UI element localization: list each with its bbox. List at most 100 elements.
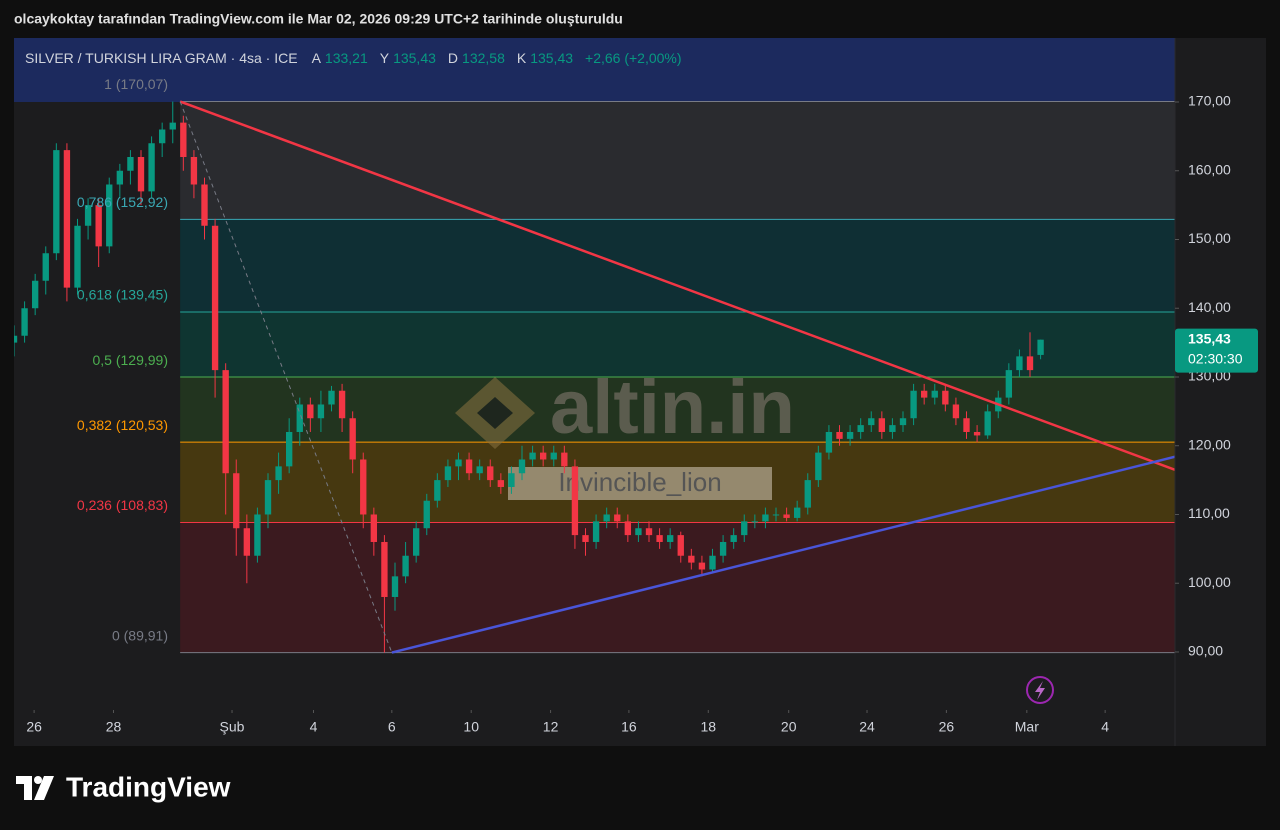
candle-body bbox=[42, 253, 49, 281]
y-tick-label: 100,00 bbox=[1188, 574, 1231, 590]
price-tag-countdown: 02:30:30 bbox=[1188, 350, 1243, 366]
candle-body bbox=[275, 466, 282, 481]
candle-body bbox=[878, 418, 886, 432]
candle-body bbox=[666, 535, 674, 542]
candle-body bbox=[561, 452, 568, 467]
top-band bbox=[14, 38, 1175, 102]
legend-value: 135,43 bbox=[530, 50, 574, 66]
trendline bbox=[391, 455, 1175, 654]
candle-body bbox=[370, 514, 378, 542]
x-tick-label: 6 bbox=[388, 719, 396, 735]
candle-body bbox=[889, 425, 896, 432]
candle-body bbox=[465, 459, 473, 474]
legend-change: +2,66 (+2,00%) bbox=[585, 50, 682, 66]
legend: SILVER / TURKISH LIRA GRAM · 4sa · ICE A 1… bbox=[25, 50, 690, 66]
fib-label: 0,382 (120,53) bbox=[77, 417, 168, 433]
candle-body bbox=[688, 555, 695, 563]
candle-body bbox=[772, 514, 780, 516]
fib-label: 0,236 (108,83) bbox=[77, 497, 168, 513]
candle-body bbox=[645, 528, 653, 536]
candle-body bbox=[338, 390, 346, 419]
candle-body bbox=[360, 459, 367, 515]
footer-logo-mark bbox=[16, 776, 54, 800]
legend-label: D bbox=[447, 50, 459, 66]
x-tick-label: Mar bbox=[1015, 719, 1039, 735]
candle-body bbox=[53, 150, 60, 254]
candle-body bbox=[910, 390, 917, 419]
candle-body bbox=[973, 431, 981, 436]
x-tick-label: 20 bbox=[781, 719, 797, 735]
legend-value: 132,58 bbox=[462, 50, 505, 66]
candle-body bbox=[74, 225, 81, 288]
y-tick-label: 150,00 bbox=[1188, 230, 1231, 246]
watermark-user: Invincible_lion bbox=[558, 467, 721, 497]
trendline bbox=[179, 101, 393, 653]
candle-body bbox=[201, 184, 208, 226]
candle-body bbox=[455, 459, 462, 467]
candle-body bbox=[402, 555, 409, 577]
candle-body bbox=[592, 521, 600, 542]
candle-body bbox=[264, 480, 272, 515]
candle-body bbox=[952, 404, 960, 419]
candle-body bbox=[127, 157, 134, 171]
candle-body bbox=[349, 418, 356, 460]
candle-body bbox=[21, 308, 28, 336]
symbol: SILVER / TURKISH LIRA GRAM · 4sa · ICE bbox=[25, 50, 298, 66]
candle-body bbox=[137, 157, 145, 192]
candle-body bbox=[31, 280, 39, 309]
x-tick-label: 10 bbox=[463, 719, 479, 735]
candle-body bbox=[508, 473, 515, 487]
candle-body bbox=[793, 507, 801, 518]
y-tick-label: 140,00 bbox=[1188, 299, 1231, 315]
candle-body bbox=[148, 143, 155, 192]
fib-label: 0,618 (139,45) bbox=[77, 287, 168, 303]
candle-body bbox=[434, 480, 441, 501]
candle-body bbox=[815, 452, 822, 481]
candle-body bbox=[920, 390, 928, 398]
candle-body bbox=[169, 122, 176, 130]
candle-body bbox=[476, 466, 483, 474]
candle-body bbox=[307, 404, 314, 419]
candle-body bbox=[95, 205, 102, 247]
candle-body bbox=[783, 514, 790, 518]
candle-body bbox=[285, 431, 293, 467]
candle-body bbox=[190, 157, 198, 185]
candle-body bbox=[1026, 356, 1034, 371]
candle-body bbox=[984, 411, 991, 436]
candle-body bbox=[719, 541, 727, 556]
candle-body bbox=[254, 514, 261, 556]
watermark-box bbox=[508, 467, 772, 500]
candle-body bbox=[846, 431, 854, 439]
candle-body bbox=[180, 122, 187, 158]
alert-icon[interactable] bbox=[1026, 676, 1054, 704]
candle-body bbox=[63, 150, 71, 288]
x-tick-label: 24 bbox=[859, 719, 875, 735]
price-tag-value: 135,43 bbox=[1188, 330, 1231, 346]
candle-body bbox=[571, 466, 579, 536]
candle-body bbox=[825, 431, 833, 453]
candle-body bbox=[391, 576, 399, 597]
candle-body bbox=[857, 425, 864, 432]
candle-body bbox=[804, 480, 811, 508]
fib-band bbox=[180, 219, 1175, 313]
caption: olcaykoktay tarafından TradingView.com i… bbox=[14, 11, 623, 27]
candle-body bbox=[518, 459, 526, 474]
candle-body bbox=[741, 521, 748, 536]
y-tick-label: 160,00 bbox=[1188, 161, 1231, 177]
fib-label: 1 (170,07) bbox=[104, 76, 168, 92]
candle-body bbox=[116, 170, 124, 185]
candle-body bbox=[106, 184, 113, 247]
y-tick-label: 120,00 bbox=[1188, 436, 1231, 452]
watermark-group: altin.in Invincible_lion bbox=[455, 365, 795, 500]
legend-label: Y bbox=[379, 50, 390, 66]
candle-body bbox=[1016, 356, 1023, 371]
x-tick-label: 4 bbox=[1101, 719, 1109, 735]
trendline bbox=[179, 100, 1175, 471]
candle-body bbox=[158, 129, 166, 144]
candle-body bbox=[529, 452, 536, 460]
y-tick-label: 90,00 bbox=[1188, 643, 1223, 659]
candle-body bbox=[550, 452, 557, 460]
candle-body bbox=[296, 404, 303, 432]
